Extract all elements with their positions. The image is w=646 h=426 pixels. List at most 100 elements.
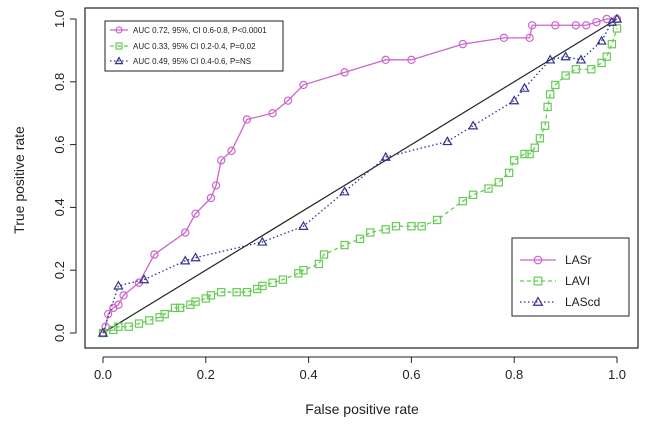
data-point-lavi [114, 322, 123, 331]
data-point-lavi [597, 58, 606, 68]
data-point-lavi [381, 225, 390, 234]
data-point-lavi [134, 319, 144, 328]
data-point-lasr [181, 228, 190, 237]
data-point-lasr [268, 108, 277, 118]
data-point-lavi [571, 65, 581, 74]
data-point-lavi [314, 259, 324, 269]
data-point-lasr [527, 21, 537, 30]
data-point-lascd [575, 54, 587, 64]
data-point-lavi [494, 178, 503, 187]
y-tick-label: 0.8 [52, 73, 67, 91]
series-legend-marker [533, 255, 543, 265]
data-point-lasr [499, 33, 509, 43]
series-lavi [98, 24, 622, 338]
data-point-lasr [191, 209, 200, 218]
y-tick-label: 1.0 [52, 10, 67, 28]
data-point-lasr [407, 55, 416, 65]
y-tick-label: 0.0 [52, 324, 67, 342]
data-point-lavi [543, 102, 552, 112]
x-axis-title: False positive rate [305, 401, 419, 417]
data-point-lascd [442, 136, 453, 146]
data-point-lasr [581, 21, 591, 30]
data-point-lascd [339, 186, 350, 196]
x-tick-label: 0.4 [300, 367, 318, 382]
series-legend-box [511, 237, 630, 317]
data-point-lasr [150, 250, 159, 259]
series-lascd [97, 13, 623, 337]
plot-frame [84, 7, 639, 349]
auc-legend-marker [115, 42, 123, 50]
data-point-lavi [124, 322, 133, 331]
data-point-lasr [283, 96, 293, 105]
data-point-lasr [211, 181, 221, 190]
x-tick-label: 0.6 [402, 367, 420, 382]
data-point-lavi [242, 287, 252, 297]
data-point-lasr [525, 33, 534, 43]
data-point-lavi [504, 168, 514, 178]
x-axis: 0.0 0.2 0.4 0.6 0.8 1.0 [94, 356, 626, 382]
data-point-lascd [138, 274, 150, 284]
data-point-lasr [227, 146, 236, 156]
data-point-lascd [509, 95, 520, 105]
auc-legend-marker [114, 56, 124, 65]
data-point-lascd [380, 151, 391, 161]
series-legend-marker [532, 296, 544, 306]
data-point-lascd [113, 280, 124, 290]
x-tick-label: 1.0 [608, 367, 626, 382]
series-layer [97, 13, 623, 338]
x-tick-label: 0.2 [197, 367, 215, 382]
series-legend-marker [533, 276, 543, 286]
series-line-lasr [102, 18, 617, 334]
data-point-lasr [299, 80, 308, 90]
series-legend: LASr LAVI LAScd [511, 237, 630, 317]
auc-legend-marker [115, 26, 123, 34]
data-point-lavi [145, 316, 154, 325]
data-point-lavi [232, 287, 241, 297]
data-point-lascd [190, 252, 201, 262]
data-point-lavi [206, 291, 216, 300]
data-point-lavi [520, 149, 529, 159]
x-tick-label: 0.8 [505, 367, 523, 382]
data-point-lavi [468, 190, 478, 200]
auc-legend: AUC 0.72, 95%, CI 0.6-0.8, P<0.0001 AUC … [104, 20, 284, 72]
data-point-lasr [340, 68, 349, 77]
data-point-lavi [340, 240, 349, 250]
y-axis-title: True positive rate [11, 126, 27, 234]
data-point-lascd [298, 220, 309, 230]
data-point-lavi [170, 303, 180, 313]
data-point-lavi [535, 134, 545, 143]
data-point-lavi [607, 39, 617, 49]
data-point-lavi [458, 196, 468, 206]
data-point-lavi [391, 222, 401, 231]
y-axis: 0.0 0.2 0.4 0.6 0.8 1.0 [52, 10, 77, 342]
data-point-lavi [545, 90, 555, 99]
y-tick-label: 0.2 [52, 261, 67, 279]
data-point-lavi [160, 309, 169, 319]
data-point-lavi [191, 297, 200, 306]
data-point-lasr [592, 17, 601, 27]
data-point-lavi [278, 275, 288, 284]
data-point-lavi [366, 228, 375, 237]
data-point-lavi [299, 266, 308, 275]
data-point-lascd [180, 255, 191, 265]
y-tick-label: 0.4 [52, 198, 67, 216]
data-point-lascd [560, 51, 571, 61]
data-point-lasr [602, 14, 611, 24]
data-point-lavi [432, 215, 442, 225]
data-point-lasr [242, 115, 252, 124]
data-point-lasr [381, 55, 390, 65]
data-point-lavi [510, 156, 519, 165]
auc-legend-label-lascd: AUC 0.49, 95% CI 0.4-0.6, P=NS [133, 57, 251, 66]
data-point-lascd [467, 120, 479, 130]
data-point-lascd [545, 54, 556, 64]
data-point-lascd [596, 35, 607, 45]
data-point-lavi [484, 184, 493, 193]
series-line-lascd [102, 18, 618, 334]
data-point-lavi [258, 281, 267, 291]
data-point-lasr [458, 39, 467, 49]
data-point-lavi [587, 65, 596, 74]
data-point-lavi [268, 278, 277, 287]
data-point-lavi [407, 222, 416, 231]
data-point-lavi [602, 52, 611, 61]
